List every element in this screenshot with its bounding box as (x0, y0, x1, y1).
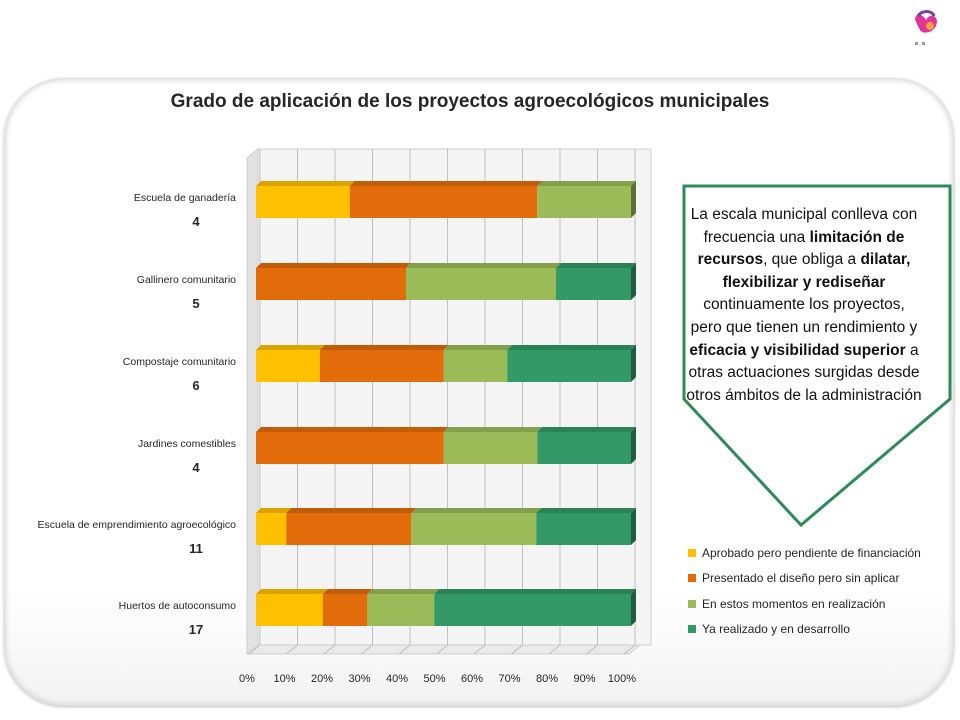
gridline (398, 149, 411, 655)
legend-item: Aprobado pero pendiente de financiación (688, 540, 958, 566)
bar-segment (322, 589, 373, 626)
bar-segment (507, 345, 636, 382)
bar-segment (556, 263, 636, 300)
category-count: 5 (192, 296, 199, 311)
category-count: 4 (192, 460, 200, 475)
x-tick-label: 90% (573, 673, 595, 685)
callout-emphasis: limitación de recursos (697, 228, 905, 269)
category-label: Gallinero comunitario (137, 274, 236, 286)
legend-label: Presentado el diseño pero sin aplicar (702, 571, 900, 586)
callout-emphasis: dilatar, flexibilizar y rediseñar (722, 251, 911, 291)
legend-swatch (688, 548, 696, 557)
bar-segment (286, 508, 417, 545)
gridline (623, 149, 636, 655)
bar-segment (537, 181, 636, 218)
x-tick-label: 40% (386, 673, 408, 685)
bar-end-cap (631, 345, 636, 382)
bar-end-cap (631, 263, 636, 300)
legend-item: Presentado el diseño pero sin aplicar (688, 566, 958, 592)
bar-segment (256, 589, 328, 626)
category-count: 6 (192, 378, 199, 393)
legend-swatch (688, 574, 696, 583)
chart-floor (245, 644, 642, 655)
legend-label: Aprobado pero pendiente de financiación (702, 545, 921, 560)
gridline (323, 149, 336, 655)
x-tick-label: 100% (608, 673, 636, 685)
callout-run: a otras actuaciones surgidas desde otros… (686, 341, 922, 404)
bar-segment (537, 427, 636, 464)
gridline (511, 149, 523, 655)
x-tick-label: 60% (461, 673, 483, 685)
bar-end-cap (631, 508, 636, 545)
bar-segment (256, 181, 355, 218)
bar-segment (443, 427, 543, 464)
bar-segment (406, 263, 561, 300)
category-label: Escuela de emprendimiento agroecológico (38, 519, 237, 531)
category-count: 4 (192, 214, 200, 229)
category-count: 11 (189, 541, 203, 556)
callout-emphasis: eficacia y visibilidad superior (689, 341, 906, 359)
x-tick-label: 50% (423, 673, 445, 685)
bar-segment (443, 345, 513, 382)
category-label: Compostaje comunitario (123, 356, 236, 368)
butterfly-logo-icon (915, 10, 937, 45)
x-tick-label: 70% (498, 673, 520, 685)
bar-end-cap (631, 181, 636, 218)
bar-segment (434, 589, 636, 626)
callout-shape (682, 184, 952, 528)
legend-item: Ya realizado y en desarrollo (688, 617, 958, 643)
bar-end-cap (631, 427, 636, 464)
x-tick-label: 20% (311, 673, 333, 685)
x-tick-label: 0% (239, 673, 255, 685)
chart-back-wall (257, 148, 652, 646)
callout-run: continuamente los proyectos, pero que ti… (690, 296, 918, 336)
bar-segment (256, 427, 449, 464)
category-label: Jardines comestibles (138, 438, 236, 450)
bar-segment (319, 345, 449, 382)
legend-item: En estos momentos en realización (688, 591, 958, 617)
x-tick-label: 80% (536, 673, 558, 685)
legend-swatch (688, 599, 696, 608)
bar-segment (349, 181, 543, 218)
bar-segment (256, 508, 292, 545)
legend-swatch (688, 625, 696, 634)
bar-segment (411, 508, 542, 545)
callout-run: , que obliga a (763, 251, 861, 269)
gridline (586, 149, 598, 655)
category-count: 17 (189, 622, 203, 637)
bar-segment (536, 508, 636, 545)
gridline (548, 149, 561, 655)
gridline (361, 149, 373, 655)
category-label: Huertos de autoconsumo (119, 600, 236, 612)
chart-side-wall (246, 147, 259, 656)
bar-segment (256, 345, 325, 382)
bar-end-cap (631, 589, 636, 626)
gridline (248, 149, 261, 655)
callout-run: La escala municipal conlleva con frecuen… (690, 206, 918, 246)
x-tick-label: 30% (348, 673, 370, 685)
callout-text: La escala municipal conlleva con frecuen… (686, 204, 922, 407)
bar-segment (256, 263, 411, 300)
legend-label: Ya realizado y en desarrollo (702, 622, 850, 637)
x-tick-label: 10% (273, 673, 295, 685)
gridline (473, 149, 486, 655)
chart-title: Grado de aplicación de los proyectos agr… (170, 91, 770, 112)
chart-legend: Aprobado pero pendiente de financiación P… (688, 540, 958, 642)
category-label: Escuela de ganadería (134, 192, 236, 204)
gridline (436, 149, 448, 655)
gridline (286, 149, 298, 655)
bar-segment (367, 589, 440, 626)
legend-label: En estos momentos en realización (702, 596, 886, 611)
